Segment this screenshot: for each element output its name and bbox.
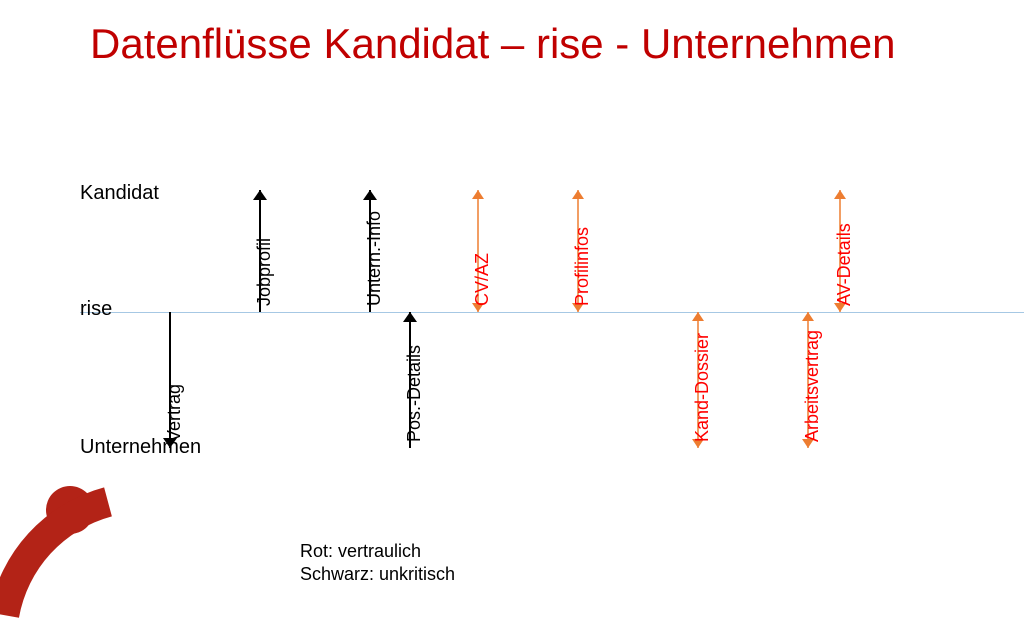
legend: Rot: vertraulich Schwarz: unkritisch	[300, 540, 455, 587]
flow-label-pos-details: Pos.-Details	[404, 345, 425, 442]
flow-label-profilinfos: Profilinfos	[572, 227, 593, 306]
legend-line-rot: Rot: vertraulich	[300, 540, 455, 563]
lane-label-kandidat: Kandidat	[80, 182, 159, 205]
flow-label-jobprofil: Jobprofil	[254, 238, 275, 306]
flow-label-kand-dossier: Kand-Dossier	[692, 333, 713, 442]
flow-label-av-details: AV-Details	[834, 223, 855, 306]
rise-axis-line	[80, 312, 1024, 313]
flow-label-arbeitsvertrag: Arbeitsvertrag	[802, 330, 823, 442]
page-title: Datenflüsse Kandidat – rise - Unternehme…	[90, 20, 895, 68]
flow-label-vertrag: Vertrag	[164, 384, 185, 442]
flow-label-untern-info: Untern.-Info	[364, 211, 385, 306]
flow-label-cv-az: CV/AZ	[472, 253, 493, 306]
legend-line-schwarz: Schwarz: unkritisch	[300, 563, 455, 586]
lane-label-rise: rise	[80, 298, 112, 321]
brand-logo	[0, 0, 1024, 632]
